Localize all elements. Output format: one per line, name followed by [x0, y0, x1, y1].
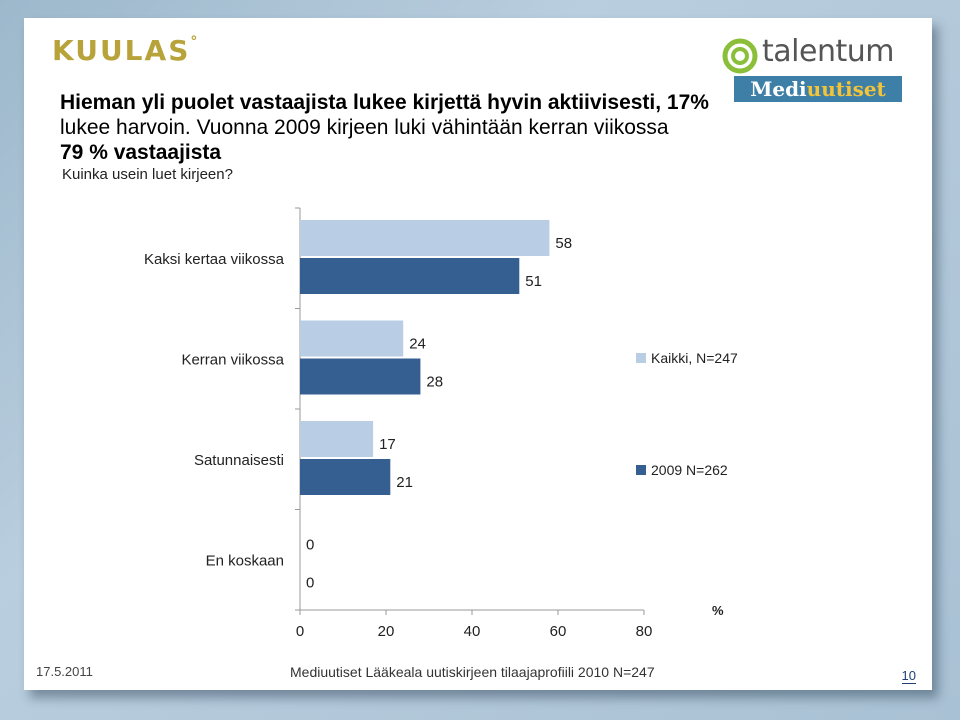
legend-swatch: [636, 353, 646, 363]
category-label: Kaksi kertaa viikossa: [144, 251, 285, 268]
x-tick-label: 0: [296, 623, 304, 640]
slide: KUULAS° talentum Mediuutiset Hieman yli …: [24, 18, 932, 690]
data-label: 17: [379, 436, 396, 453]
legend-swatch: [636, 465, 646, 475]
page-number: 10: [901, 668, 916, 684]
data-label: 28: [426, 374, 443, 391]
footer-date: 17.5.2011: [36, 664, 93, 679]
data-label: 24: [409, 336, 426, 353]
category-label: Satunnaisesti: [194, 452, 284, 469]
bar-2009: [300, 459, 391, 495]
x-tick-label: 60: [550, 623, 567, 640]
legend-label: Kaikki, N=247: [651, 350, 738, 366]
category-label: Kerran viikossa: [181, 352, 284, 369]
bar-2009: [300, 258, 520, 294]
bar-kaikki: [300, 220, 550, 256]
data-label: 58: [555, 235, 572, 252]
legend-label: 2009 N=262: [651, 462, 728, 478]
bar-kaikki: [300, 320, 404, 357]
footer-title: Mediuutiset Lääkeala uutiskirjeen tilaaj…: [290, 664, 655, 680]
talentum-mediuutiset-logo: talentum Mediuutiset: [722, 32, 922, 102]
slide-title: Hieman yli puolet vastaajista lukee kirj…: [60, 91, 709, 164]
data-label: 21: [396, 474, 413, 491]
bar-kaikki: [300, 421, 374, 457]
kuulas-logo: KUULAS°: [52, 34, 200, 67]
mediuutiset-wordmark: Mediuutiset: [734, 76, 902, 102]
x-tick-label: 80: [636, 623, 653, 640]
talentum-swirl-icon: [722, 38, 758, 74]
x-tick-label: 40: [464, 623, 481, 640]
talentum-wordmark: talentum: [762, 34, 894, 69]
data-label: 0: [306, 537, 314, 554]
bar-chart: 0 20 40 60 80 Kaksi kertaa viikossa 58 51 Kerran…: [144, 207, 738, 640]
data-label: 51: [525, 273, 542, 290]
x-tick-label: 20: [378, 623, 395, 640]
x-axis-unit-label: %: [712, 603, 724, 618]
bar-2009: [300, 358, 421, 395]
category-label: En koskaan: [206, 553, 284, 570]
slide-subtitle: Kuinka usein luet kirjeen?: [62, 166, 233, 183]
data-label: 0: [306, 575, 314, 592]
